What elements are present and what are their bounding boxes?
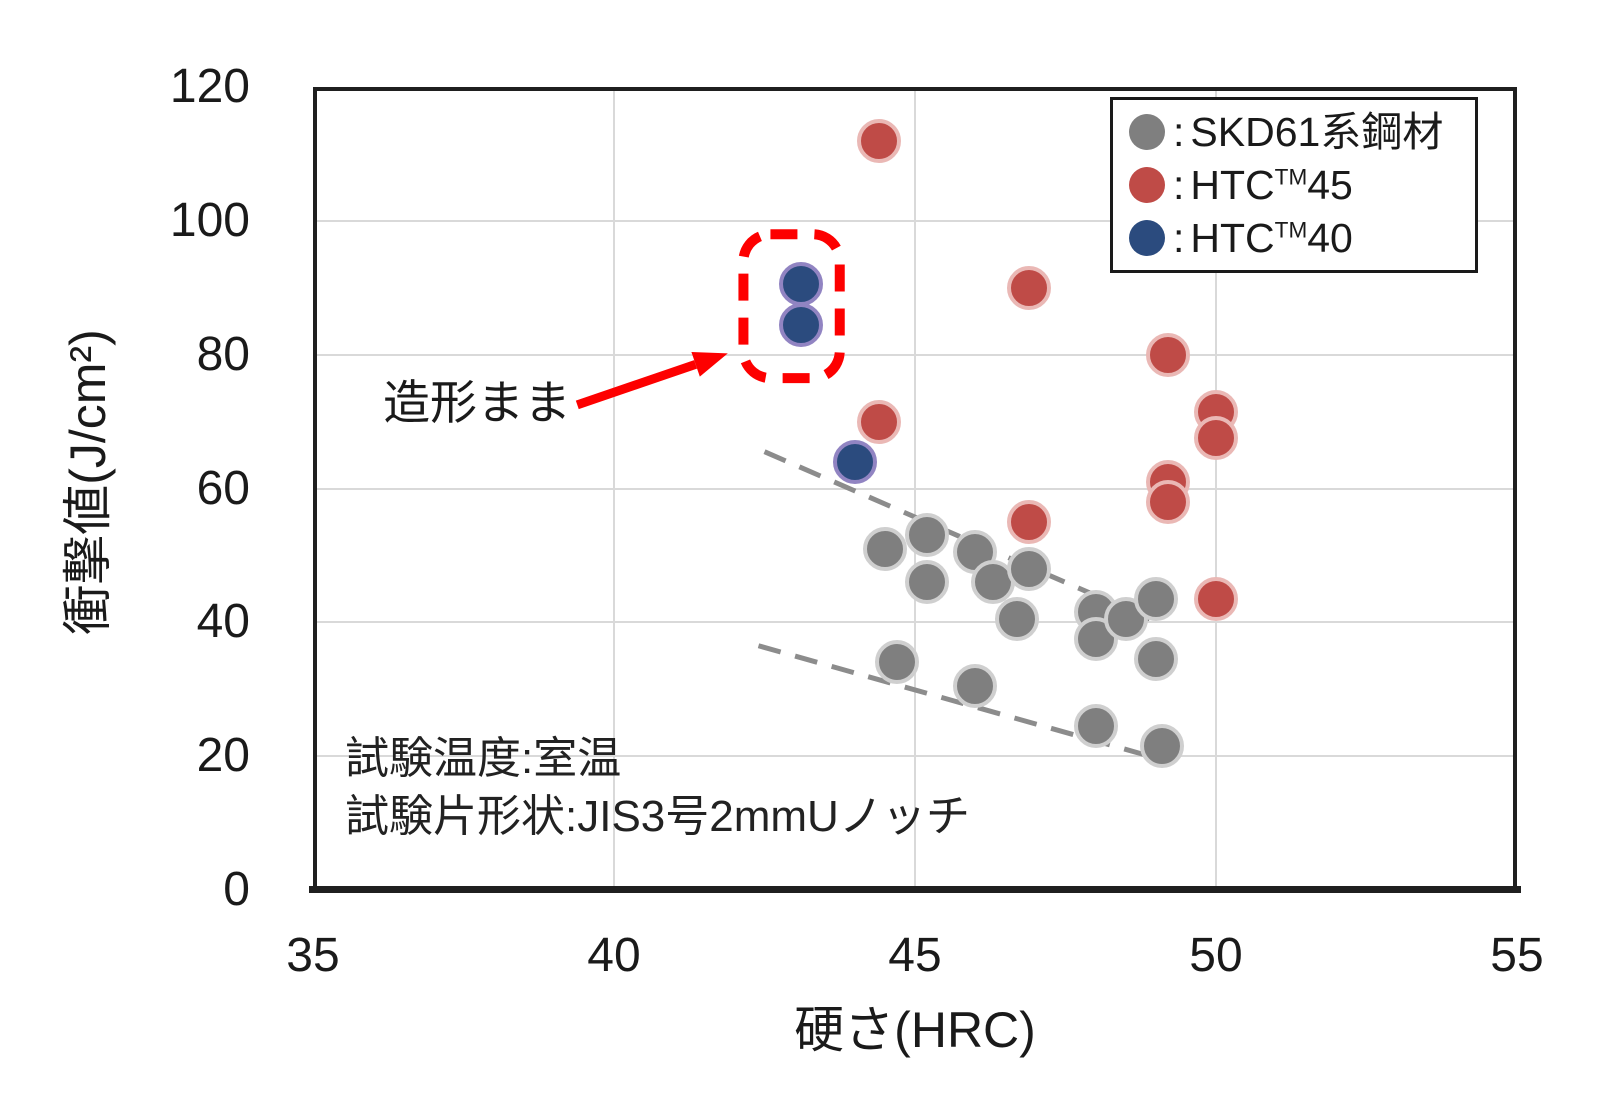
note-line-1: 試験温度:室温	[345, 734, 622, 783]
data-point-htc45	[1145, 479, 1190, 524]
legend-label: SKD61系鋼材	[1190, 109, 1444, 156]
red-marker-icon	[1129, 166, 1165, 203]
horizontal-gridline	[313, 353, 1517, 356]
legend-label: HTCTM45	[1190, 161, 1353, 208]
x-axis-tick-label: 45	[888, 929, 942, 982]
x-axis-tick-label: 55	[1490, 929, 1544, 982]
data-point-skd61	[953, 663, 998, 708]
data-point-skd61	[905, 513, 950, 558]
x-axis-line	[309, 886, 1521, 893]
legend-item-htc45: : HTCTM45	[1129, 162, 1475, 208]
data-point-htc45	[856, 118, 901, 163]
blue-marker-icon	[1129, 219, 1165, 256]
data-point-htc45	[1007, 499, 1052, 544]
data-point-skd61	[995, 596, 1040, 641]
data-point-htc40	[832, 439, 877, 484]
x-axis-tick-label: 50	[1189, 929, 1243, 982]
x-axis-title: 硬さ(HRC)	[794, 1002, 1036, 1058]
data-point-htc45	[1194, 576, 1238, 621]
x-axis-tick-label: 35	[286, 929, 340, 982]
x-axis-tick-label: 40	[587, 929, 641, 982]
y-axis-tick-label: 80	[196, 327, 250, 381]
y-axis-tick-label: 120	[169, 60, 250, 113]
y-axis-tick-label: 0	[223, 863, 250, 916]
legend-item-htc40: : HTCTM40	[1129, 215, 1475, 261]
y-axis-tick-label: 60	[196, 461, 250, 515]
data-point-htc40	[778, 302, 823, 347]
data-point-skd61	[1007, 546, 1052, 591]
legend-label: HTCTM40	[1190, 214, 1353, 261]
data-point-htc45	[856, 399, 901, 444]
data-point-htc40	[778, 262, 823, 307]
legend-colon: :	[1173, 214, 1185, 261]
annotation-label: 造形まま	[383, 376, 571, 429]
gray-marker-icon	[1129, 114, 1165, 151]
data-point-htc45	[1145, 332, 1190, 377]
data-point-skd61	[1133, 576, 1178, 621]
test-conditions-note: 試験温度:室温 試験片形状:JIS3号2mmUノッチ	[345, 730, 970, 846]
y-axis-tick-label: 100	[169, 193, 250, 247]
data-point-skd61	[874, 640, 919, 685]
horizontal-gridline	[313, 621, 1517, 624]
data-point-htc45	[1194, 416, 1238, 461]
note-line-2: 試験片形状:JIS3号2mmUノッチ	[345, 792, 970, 841]
data-point-skd61	[905, 560, 950, 605]
horizontal-gridline	[313, 219, 1517, 222]
y-axis-tick-label: 40	[196, 595, 250, 649]
legend-colon: :	[1173, 161, 1185, 208]
data-point-skd61	[1139, 724, 1184, 769]
legend-item-skd61: : SKD61系鋼材	[1129, 109, 1475, 155]
legend-colon: :	[1173, 109, 1185, 156]
legend: : SKD61系鋼材 : HTCTM45 : HTCTM40	[1110, 97, 1478, 273]
y-axis-tick-label: 20	[196, 729, 250, 783]
data-point-htc45	[1007, 265, 1052, 310]
data-point-skd61	[1133, 637, 1178, 682]
data-point-skd61	[862, 526, 907, 571]
data-point-skd61	[1073, 704, 1118, 749]
